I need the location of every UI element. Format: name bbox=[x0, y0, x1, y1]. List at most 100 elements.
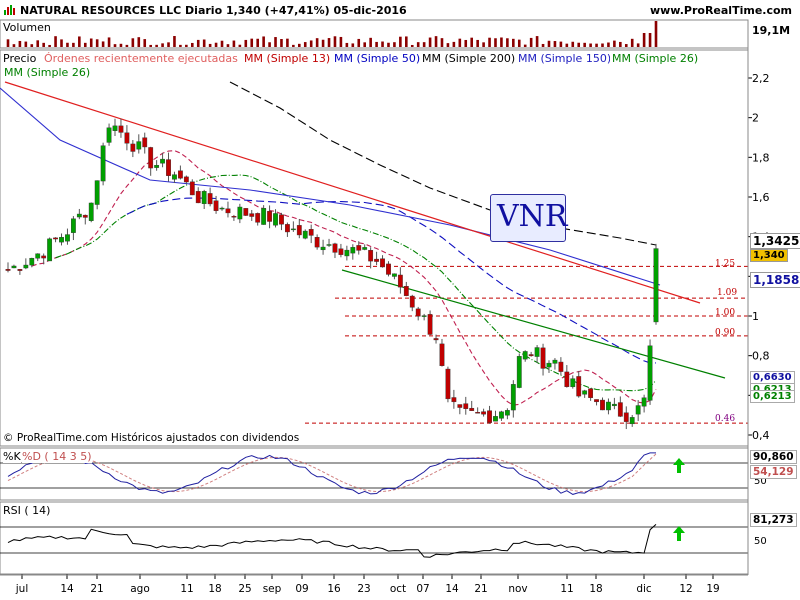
volume-bar bbox=[416, 42, 420, 47]
candle-body bbox=[600, 399, 605, 411]
x-tick-label: ago bbox=[130, 583, 150, 595]
volume-bar bbox=[434, 36, 438, 47]
x-tick-label: sep bbox=[263, 583, 282, 595]
candle-body bbox=[356, 245, 362, 251]
volume-bar bbox=[375, 41, 378, 47]
candle-body bbox=[493, 416, 498, 422]
rsi-tick-label: 50 bbox=[754, 536, 767, 547]
volume-bar bbox=[262, 36, 265, 47]
volume-bar bbox=[113, 44, 117, 47]
candle-body bbox=[374, 258, 379, 262]
candle-body bbox=[243, 208, 249, 216]
volume-value-label: 19,1M bbox=[752, 24, 791, 37]
candle-body bbox=[588, 388, 594, 398]
level-125-label: 1.25 bbox=[715, 259, 736, 269]
price-tick-label: 2 bbox=[752, 112, 759, 125]
volume-bar bbox=[107, 37, 111, 47]
candle-body bbox=[160, 158, 165, 164]
legend-ma26-b[interactable]: MM (Simple 26) bbox=[2, 66, 93, 79]
volume-bar bbox=[48, 44, 51, 47]
candle-body bbox=[326, 244, 332, 246]
candle-body bbox=[409, 295, 415, 308]
candle-body bbox=[487, 410, 492, 423]
volume-bar bbox=[78, 36, 81, 47]
candle-body bbox=[392, 273, 397, 277]
volume-bar bbox=[619, 41, 622, 47]
volume-bar bbox=[410, 44, 414, 47]
candle-body bbox=[231, 216, 237, 218]
volume-bar bbox=[387, 42, 390, 47]
candle-body bbox=[457, 404, 463, 408]
candle-body bbox=[344, 249, 350, 257]
candle-body bbox=[166, 159, 171, 176]
candle-body bbox=[100, 145, 106, 182]
candle-body bbox=[380, 258, 385, 268]
legend-ma13[interactable]: MM (Simple 13) bbox=[242, 52, 333, 65]
ma26-price-box: 0,6213 bbox=[750, 390, 795, 403]
candle-body bbox=[362, 247, 368, 250]
volume-bar bbox=[476, 39, 479, 47]
volume-bar bbox=[512, 38, 515, 47]
legend-orders[interactable]: Órdenes recientemente ejecutadas bbox=[42, 52, 240, 65]
x-tick-label: 07 bbox=[416, 583, 429, 595]
volume-bar bbox=[244, 39, 248, 47]
volume-bar bbox=[298, 43, 301, 47]
volume-bar bbox=[506, 38, 509, 47]
volume-bar bbox=[36, 40, 40, 47]
candle-body bbox=[279, 214, 284, 225]
candle-body bbox=[112, 125, 118, 131]
candle-body bbox=[445, 368, 451, 400]
chart-icon bbox=[4, 5, 16, 15]
candle-body bbox=[528, 354, 534, 357]
candle-body bbox=[255, 213, 261, 223]
volume-bar bbox=[143, 39, 147, 47]
volume-bar bbox=[250, 38, 254, 47]
candle-body bbox=[249, 213, 255, 217]
volume-bar bbox=[339, 36, 343, 47]
candle-body bbox=[201, 191, 207, 204]
rsi-label: RSI ( 14) bbox=[3, 504, 51, 517]
volume-bar bbox=[83, 42, 87, 47]
ma200-price-box: 1,3425 bbox=[750, 233, 800, 249]
volume-bar bbox=[571, 41, 575, 47]
volume-bar bbox=[577, 42, 581, 47]
candle-body bbox=[421, 315, 427, 317]
candle-body bbox=[225, 208, 231, 214]
volume-bar bbox=[595, 43, 598, 47]
rsi-value: 81,273 bbox=[750, 513, 797, 527]
volume-bar bbox=[42, 42, 45, 47]
watermark-text: VNR bbox=[497, 199, 568, 234]
site-url[interactable]: www.ProRealTime.com bbox=[649, 4, 792, 17]
stoch-value2: 54,129 bbox=[750, 465, 797, 479]
candle-body bbox=[635, 405, 641, 415]
candle-body bbox=[29, 257, 35, 266]
volume-label: Volumen bbox=[3, 21, 51, 34]
volume-panel-frame bbox=[0, 19, 749, 49]
volume-bar bbox=[464, 39, 468, 47]
volume-bar bbox=[529, 37, 533, 47]
candle-body bbox=[88, 202, 94, 221]
volume-bar bbox=[190, 42, 194, 47]
candle-body bbox=[594, 399, 599, 403]
legend-ma150[interactable]: MM (Simple 150) bbox=[516, 52, 614, 65]
x-tick-label: 09 bbox=[295, 583, 308, 595]
volume-bar bbox=[303, 42, 307, 47]
candle-body bbox=[136, 141, 142, 150]
volume-bar bbox=[119, 43, 123, 47]
candle-body bbox=[35, 253, 41, 259]
legend-ma50[interactable]: MM (Simple 50) bbox=[332, 52, 423, 65]
candle-body bbox=[124, 132, 130, 144]
candle-body bbox=[23, 264, 29, 269]
candle-body bbox=[403, 286, 409, 296]
price-tick-label: 0,4 bbox=[752, 429, 770, 442]
legend-ma200[interactable]: MM (Simple 200) bbox=[420, 52, 518, 65]
legend-ma26[interactable]: MM (Simple 26) bbox=[610, 52, 701, 65]
stoch-panel-frame bbox=[0, 447, 749, 501]
candle-body bbox=[386, 263, 391, 275]
candle-body bbox=[5, 269, 11, 271]
candle-body bbox=[148, 147, 154, 169]
volume-bar bbox=[405, 36, 408, 47]
candle-body bbox=[65, 234, 70, 242]
candle-body bbox=[617, 402, 623, 417]
candle-body bbox=[433, 338, 439, 341]
